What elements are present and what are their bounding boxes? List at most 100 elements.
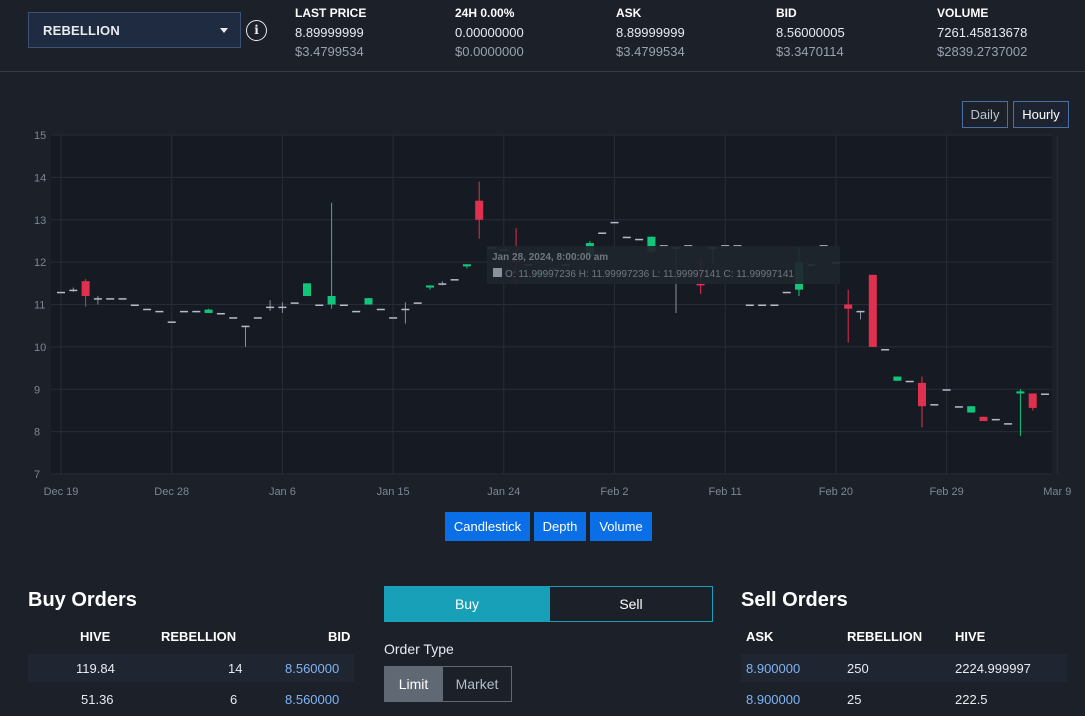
candle-body — [462, 264, 471, 267]
stat-label: LAST PRICE — [295, 6, 367, 20]
candle-body — [57, 291, 65, 294]
candlestick-tab[interactable]: Candlestick — [445, 512, 530, 541]
candle-body — [622, 236, 631, 239]
candle-body — [376, 308, 385, 311]
candle-body — [844, 304, 853, 309]
stat-value: 0.00000000 — [455, 25, 524, 40]
x-tick-label: Feb 29 — [929, 486, 963, 498]
buy-orders-title: Buy Orders — [28, 589, 137, 611]
table-row[interactable] — [741, 654, 1067, 682]
stat-ask: ASK 8.89999999 $3.4799534 — [616, 4, 685, 61]
stat-usd: $0.0000000 — [455, 44, 524, 59]
info-icon[interactable]: i — [246, 20, 267, 41]
candle-body — [93, 298, 102, 300]
table-row[interactable] — [28, 654, 354, 682]
sell-row-hive: 2224.999997 — [955, 661, 1031, 676]
candle-body — [475, 200, 484, 220]
buy-row-rebellion: 14 — [228, 661, 243, 676]
buy-col-rebellion: REBELLION — [161, 629, 237, 644]
candle-body — [930, 404, 939, 406]
tooltip-swatch — [493, 268, 502, 277]
candle-body — [364, 298, 373, 305]
buy-row-hive: 51.36 — [81, 692, 114, 707]
buy-row-hive: 119.84 — [76, 661, 115, 676]
candle-body — [1016, 391, 1025, 394]
buy-col-hive: HIVE — [80, 629, 111, 644]
candle-body — [253, 317, 262, 319]
sell-row-rebellion: 250 — [847, 661, 869, 676]
candle-body — [130, 304, 139, 306]
y-tick-label: 9 — [34, 384, 40, 396]
candle-body — [204, 309, 213, 313]
stat-value: 8.89999999 — [616, 25, 685, 40]
candle-body — [610, 221, 619, 224]
candle-body — [635, 238, 644, 241]
volume-tab[interactable]: Volume — [590, 512, 652, 541]
tooltip-values: O: 11.99997236 H: 11.99997236 L: 11.9999… — [505, 269, 794, 280]
candle-body — [143, 308, 152, 311]
x-tick-label: Jan 15 — [377, 486, 410, 498]
y-tick-label: 11 — [34, 300, 45, 312]
buy-row-bid: 8.560000 — [285, 692, 340, 707]
x-tick-label: Dec 19 — [44, 486, 79, 498]
candle-body — [389, 317, 398, 319]
candle-body — [192, 310, 201, 313]
tooltip-date: Jan 28, 2024, 8:00:00 am — [492, 252, 608, 263]
x-tick-label: Feb 20 — [819, 486, 853, 498]
y-tick-label: 15 — [34, 130, 46, 142]
candle-body — [266, 306, 275, 309]
candle-body — [303, 283, 311, 297]
candle-body — [918, 382, 926, 407]
stat-label: VOLUME — [937, 6, 989, 20]
caret-down-icon — [220, 28, 228, 33]
candle-body — [216, 312, 225, 315]
candle-body — [290, 302, 299, 304]
buy-col-bid: BID — [328, 629, 351, 644]
token-select-value: REBELLION — [43, 22, 120, 38]
sell-toggle-button[interactable]: Sell — [549, 586, 713, 622]
order-type-label: Order Type — [384, 641, 454, 657]
y-tick-label: 12 — [34, 257, 46, 269]
candle-body — [659, 245, 668, 247]
candle-body — [905, 380, 914, 383]
candle-body — [229, 317, 238, 319]
stat-label: ASK — [616, 6, 642, 20]
candle-body — [450, 279, 459, 281]
range-daily-button[interactable]: Daily — [962, 101, 1008, 128]
limit-order-button[interactable]: Limit — [384, 666, 443, 702]
sell-col-hive: HIVE — [955, 629, 986, 644]
x-tick-label: Mar 9 — [1043, 486, 1071, 498]
stat-24h: 24H 0.00% 0.00000000 $0.0000000 — [455, 4, 524, 61]
sell-row-ask: 8.900000 — [746, 692, 801, 707]
candle-body — [106, 298, 115, 300]
x-tick-label: Dec 28 — [154, 486, 189, 498]
candle-body — [69, 289, 78, 292]
stat-usd: $3.4799534 — [295, 44, 364, 59]
sell-row-hive: 222.5 — [955, 692, 988, 707]
candle-body — [155, 310, 164, 313]
range-hourly-button[interactable]: Hourly — [1013, 101, 1069, 128]
candle-body — [721, 245, 730, 247]
y-tick-label: 10 — [34, 342, 46, 354]
buy-toggle-button[interactable]: Buy — [384, 586, 550, 622]
stat-value: 8.89999999 — [295, 25, 364, 40]
token-select[interactable]: REBELLION — [28, 12, 241, 48]
market-order-button[interactable]: Market — [442, 666, 512, 702]
sell-row-rebellion: 25 — [847, 692, 862, 707]
candle-body — [118, 298, 127, 300]
candle-body — [241, 325, 250, 328]
candle-body — [1041, 393, 1049, 395]
stat-value: 7261.45813678 — [937, 25, 1028, 40]
x-tick-label: Jan 6 — [269, 486, 296, 498]
price-candlestick-chart[interactable]: 7 8 9 10 11 12 13 14 15 Dec 19 Dec 28 Jan 6 Jan 15 Ja… — [0, 120, 1085, 500]
candle-body — [438, 283, 447, 285]
candle-body — [893, 376, 902, 381]
candle-body — [180, 310, 188, 313]
x-tick-label: Jan 24 — [487, 486, 520, 498]
depth-tab[interactable]: Depth — [534, 512, 586, 541]
stat-usd: $3.3470114 — [776, 44, 844, 59]
candle-body — [315, 304, 324, 306]
candle-body — [991, 418, 1000, 421]
y-tick-label: 8 — [34, 427, 40, 439]
candle-body — [684, 245, 693, 247]
